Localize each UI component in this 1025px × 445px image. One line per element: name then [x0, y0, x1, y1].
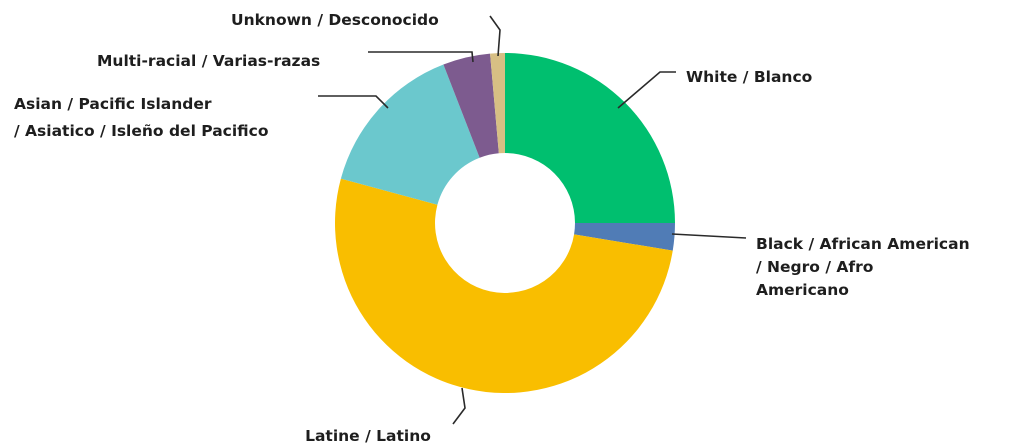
label-asian-line-2: / Asiatico / Isleño del Pacifico [14, 122, 269, 140]
label-white-line-1: White / Blanco [686, 68, 812, 86]
label-latine-line-1: Latine / Latino [305, 427, 431, 445]
leader-line-black [671, 233, 747, 239]
slice-labels: White / Blanco Black / African American / … [14, 11, 970, 445]
donut-slices [335, 53, 675, 394]
label-black-line-2: / Negro / Afro [756, 258, 873, 276]
leader-line-asian [318, 95, 389, 109]
leader-line-latine [452, 387, 466, 425]
label-latine: Latine / Latino [305, 427, 431, 445]
slice-multiracial [443, 53, 499, 158]
slice-latine [335, 178, 673, 394]
label-asian: Asian / Pacific Islander / Asiatico / Isl… [14, 95, 269, 140]
label-black-line-1: Black / African American [756, 235, 970, 253]
label-black: Black / African American / Negro / Afro Am… [756, 235, 970, 299]
slice-asian [340, 64, 480, 205]
label-multiracial: Multi-racial / Varias-razas [97, 52, 320, 70]
slice-white [505, 53, 675, 223]
label-multiracial-line-1: Multi-racial / Varias-razas [97, 52, 320, 70]
label-unknown-line-1: Unknown / Desconocido [231, 11, 439, 29]
slice-unknown [490, 53, 505, 154]
label-unknown: Unknown / Desconocido [231, 11, 439, 29]
slice-black [574, 223, 675, 251]
leader-line-multiracial [368, 51, 474, 63]
label-black-line-3: Americano [756, 281, 849, 299]
label-asian-line-1: Asian / Pacific Islander [14, 95, 212, 113]
leader-line-white [617, 71, 676, 109]
label-white: White / Blanco [686, 68, 812, 86]
leader-lines [318, 15, 747, 425]
leader-line-unknown [489, 15, 501, 57]
